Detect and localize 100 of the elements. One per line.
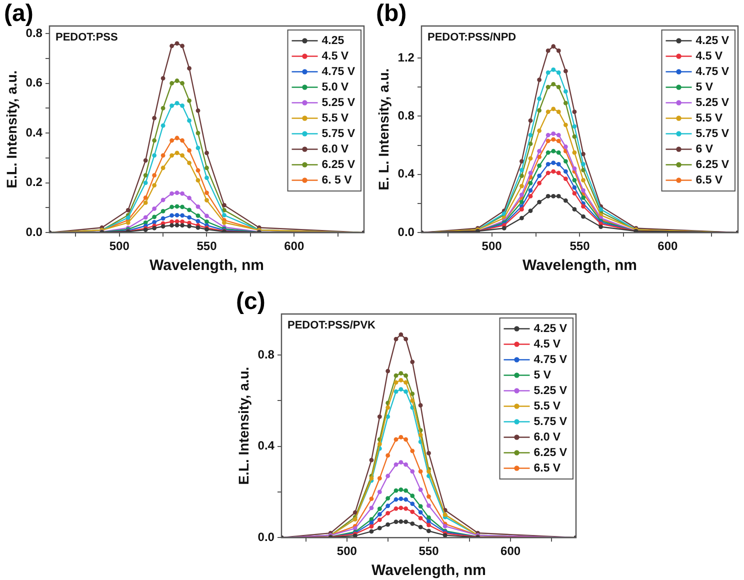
point — [556, 138, 561, 144]
point — [187, 215, 192, 220]
point — [546, 110, 550, 114]
point — [581, 195, 586, 200]
y-tick-label: 0.0 — [398, 224, 415, 239]
point — [563, 100, 568, 106]
point — [404, 506, 408, 511]
x-axis-title: Wavelength, nm — [522, 257, 637, 274]
point — [598, 224, 604, 229]
point — [426, 528, 431, 534]
point — [410, 398, 415, 403]
point — [546, 84, 550, 90]
point — [528, 188, 533, 193]
point — [404, 488, 408, 493]
point — [394, 488, 398, 493]
point — [563, 169, 568, 174]
x-tick-label: 500 — [482, 239, 502, 254]
point — [180, 204, 184, 210]
point — [196, 168, 200, 173]
point — [180, 103, 184, 108]
point — [394, 389, 398, 394]
point — [398, 332, 404, 337]
point — [196, 218, 200, 224]
point — [152, 116, 157, 120]
point — [160, 166, 166, 170]
legend-label: 5.25 V — [696, 96, 730, 109]
point — [160, 76, 166, 80]
point — [404, 520, 408, 524]
point — [410, 510, 415, 514]
point — [143, 180, 148, 186]
point — [404, 373, 408, 378]
point — [404, 497, 408, 502]
point — [180, 223, 184, 228]
point — [143, 173, 148, 178]
point — [398, 487, 404, 492]
point — [170, 81, 174, 86]
point — [404, 389, 408, 394]
point — [174, 100, 180, 106]
legend-label: 5.5 V — [534, 400, 561, 412]
point — [563, 122, 568, 128]
legend-label: 6 V — [696, 143, 714, 156]
point — [394, 373, 398, 378]
chart-title: (a) — [4, 0, 34, 28]
y-tick-label: 0.6 — [26, 76, 43, 90]
legend-label: 5.5 V — [322, 112, 349, 124]
legend-label: 6. 5 V — [322, 174, 352, 186]
point — [520, 174, 524, 178]
legend-label: 5.25 V — [534, 384, 568, 397]
point — [204, 214, 209, 218]
point — [180, 219, 184, 224]
point — [556, 110, 561, 114]
point — [556, 150, 561, 155]
point — [174, 41, 180, 46]
point — [174, 222, 180, 228]
point — [546, 194, 550, 198]
point — [426, 494, 431, 499]
point — [160, 208, 166, 214]
point — [187, 196, 192, 200]
legend-label: 5.75 V — [696, 128, 730, 140]
point — [520, 159, 524, 164]
point — [551, 44, 556, 49]
point — [394, 520, 398, 524]
point — [551, 106, 556, 112]
point — [546, 162, 550, 166]
legend-label: 4.75 V — [322, 66, 356, 78]
legend-label: 5.25 V — [322, 96, 356, 109]
point — [170, 213, 174, 218]
legend-label: 4.75 V — [534, 354, 568, 366]
point — [404, 437, 408, 442]
point — [180, 44, 184, 48]
point — [572, 166, 577, 171]
point — [572, 178, 577, 182]
point — [160, 106, 166, 110]
point — [180, 81, 184, 86]
point — [369, 520, 374, 525]
y-tick-label: 0.0 — [258, 530, 275, 544]
point — [410, 502, 415, 506]
point — [581, 162, 586, 166]
point — [394, 506, 398, 511]
point — [410, 494, 415, 498]
point — [196, 204, 200, 209]
y-tick-label: 0.4 — [26, 125, 43, 140]
legend-label: 6.0 V — [534, 431, 561, 444]
y-tick-label: 0.0 — [26, 224, 43, 239]
point — [394, 380, 398, 385]
point — [377, 506, 382, 512]
x-tick-label: 600 — [284, 239, 304, 254]
point — [377, 526, 382, 530]
point — [528, 170, 533, 176]
point — [410, 392, 415, 396]
point — [196, 146, 200, 150]
point — [426, 469, 431, 474]
point — [563, 68, 568, 74]
point — [418, 504, 423, 509]
legend-label: 5.0 V — [322, 81, 349, 94]
point — [556, 162, 561, 166]
point — [398, 506, 404, 510]
point — [180, 191, 184, 196]
annotation: PEDOT:PSS/PVK — [287, 320, 376, 332]
point — [398, 519, 404, 524]
